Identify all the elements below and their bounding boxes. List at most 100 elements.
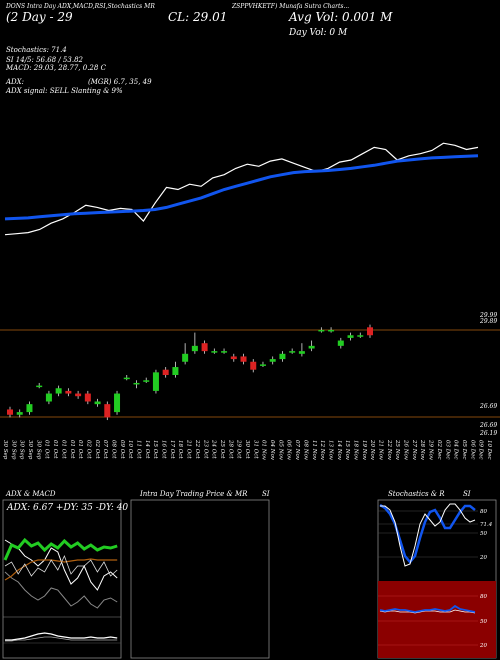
- candle-body: [84, 393, 91, 402]
- date-tick-label: 02 Dec: [436, 440, 442, 460]
- date-tick-label: 01 Nov: [261, 440, 267, 461]
- macd-value: MACD: 29.03, 28.77, 0.28 C: [6, 64, 106, 72]
- macd-signal-line: [5, 636, 118, 642]
- date-tick-label: 18 Oct: [177, 440, 183, 459]
- candle-body: [191, 345, 198, 352]
- date-tick-label: 27 Nov: [411, 439, 417, 461]
- rsi-level-label: 50: [480, 619, 487, 625]
- stoch-level-label: 50: [480, 531, 487, 537]
- macd-line: [5, 632, 118, 641]
- date-tick-label: 28 Nov: [419, 439, 425, 461]
- x-axis-dates: 30 Sep 30 Sep 30 Sep 30 Sep 30 Sep 01 Oct 01 O…: [2, 439, 492, 461]
- candle-body: [16, 412, 23, 415]
- date-tick-label: 13 Nov: [327, 440, 333, 461]
- date-tick-label: 25 Nov: [394, 439, 400, 461]
- adx-brown-line: [4, 558, 118, 581]
- rsi-line: [379, 604, 476, 613]
- date-tick-label: 23 Oct: [202, 439, 208, 459]
- date-tick-label: 14 Oct: [144, 440, 150, 459]
- date-tick-label: 22 Oct: [194, 439, 200, 459]
- date-tick-label: 04 Dec: [453, 440, 459, 460]
- adx-macd-panel: [3, 537, 121, 644]
- date-tick-label: 01 Oct: [60, 440, 66, 459]
- adx-minor-line: [4, 554, 118, 577]
- date-tick-label: 01 Oct: [77, 440, 83, 459]
- date-tick-label: 29 Oct: [236, 439, 242, 459]
- adx-label: ADX:: [6, 78, 25, 86]
- date-tick-label: 30 Sep: [27, 440, 33, 460]
- price-label-upper-b: 29.89: [480, 318, 498, 325]
- date-tick-label: 19 Nov: [361, 440, 367, 461]
- candle-body: [221, 351, 228, 353]
- header-ticker: ZSPPVHKETF) Munafa Sutra Charts...: [232, 3, 350, 10]
- candle-body: [94, 401, 101, 405]
- si-value: SI 14/5: 56.68 / 53.82: [6, 56, 83, 64]
- candle-body: [143, 380, 150, 382]
- stoch-panel-si: SI: [463, 490, 471, 498]
- candle-body: [211, 351, 218, 353]
- intraday-panel-si: SI: [262, 490, 270, 498]
- date-tick-label: 17 Oct: [169, 440, 175, 459]
- date-tick-label: 01 Oct: [44, 440, 50, 459]
- candle-body: [250, 361, 257, 370]
- adx-panel-title: ADX & MACD: [6, 490, 56, 498]
- candle-body: [347, 335, 354, 338]
- date-tick-label: 15 Oct: [152, 440, 158, 459]
- mgr-value: (MGR) 6.7, 35, 49: [88, 78, 152, 86]
- stochastics-panel: 80 71.4 50 20: [378, 503, 493, 567]
- candle-body: [269, 359, 276, 362]
- date-tick-label: 21 Oct: [186, 439, 192, 459]
- date-tick-label: 28 Oct: [227, 439, 233, 459]
- header-subtitle: DONS Intra Day ADX,MACD,RSI,Stochastics …: [6, 3, 155, 10]
- date-tick-label: 02 Oct: [85, 440, 91, 459]
- date-tick-label: 01 Oct: [52, 440, 58, 459]
- candle-body: [45, 393, 52, 402]
- date-tick-label: 10 Dec: [486, 440, 492, 460]
- candle-body: [182, 353, 189, 362]
- date-tick-label: 02 Oct: [94, 440, 100, 459]
- date-tick-label: 06 Dec: [469, 440, 475, 460]
- date-tick-label: 07 Nov: [294, 440, 300, 461]
- candle-body: [133, 382, 140, 385]
- candle-body: [337, 340, 344, 346]
- price-label-lower-c: 26.19: [480, 430, 498, 437]
- header-day: (2 Day - 29: [6, 10, 73, 24]
- date-tick-label: 10 Oct: [127, 440, 133, 459]
- candle-body: [26, 404, 33, 413]
- adx-gray-line: [4, 571, 118, 609]
- candle-body: [172, 367, 179, 375]
- date-tick-label: 08 Oct: [111, 440, 117, 459]
- candle-body: [114, 393, 121, 413]
- date-tick-label: 30 Sep: [2, 440, 8, 460]
- date-tick-label: 05 Nov: [277, 440, 283, 461]
- adx-panel-frame: [2, 499, 122, 659]
- candle-body: [36, 385, 43, 388]
- price-label-lower-a: 26.69: [480, 403, 498, 410]
- price-label-upper-a: 29.99: [480, 312, 498, 319]
- date-tick-label: 03 Dec: [444, 440, 450, 460]
- candle-body: [289, 351, 296, 353]
- adx-panel-values: ADX: 6.67 +DY: 35 -DY: 40: [7, 503, 129, 513]
- candle-body: [201, 343, 208, 352]
- stoch-level-label: 71.4: [480, 522, 493, 528]
- intraday-panel-frame: [130, 499, 270, 659]
- adx-green-line: [3, 537, 118, 561]
- date-tick-label: 11 Oct: [136, 440, 142, 459]
- candle-body: [123, 377, 130, 380]
- candle-body: [259, 364, 266, 366]
- date-tick-label: 26 Nov: [403, 439, 409, 461]
- date-tick-label: 09 Oct: [119, 440, 125, 459]
- candle-body: [308, 345, 315, 349]
- date-tick-label: 30 Sep: [35, 440, 41, 460]
- date-tick-label: 05 Dec: [461, 440, 467, 460]
- intraday-panel-title: Intra Day Trading Price & MR: [140, 490, 248, 498]
- candle-body: [298, 351, 305, 354]
- candle-body: [318, 329, 325, 332]
- stoch-d-line: [380, 503, 476, 567]
- date-tick-label: 12 Nov: [319, 440, 325, 461]
- date-tick-label: 11 Nov: [311, 440, 317, 461]
- date-tick-label: 14 Nov: [336, 440, 342, 461]
- candle-body: [357, 335, 364, 337]
- date-tick-label: 08 Nov: [302, 440, 308, 461]
- candle-body: [7, 409, 13, 415]
